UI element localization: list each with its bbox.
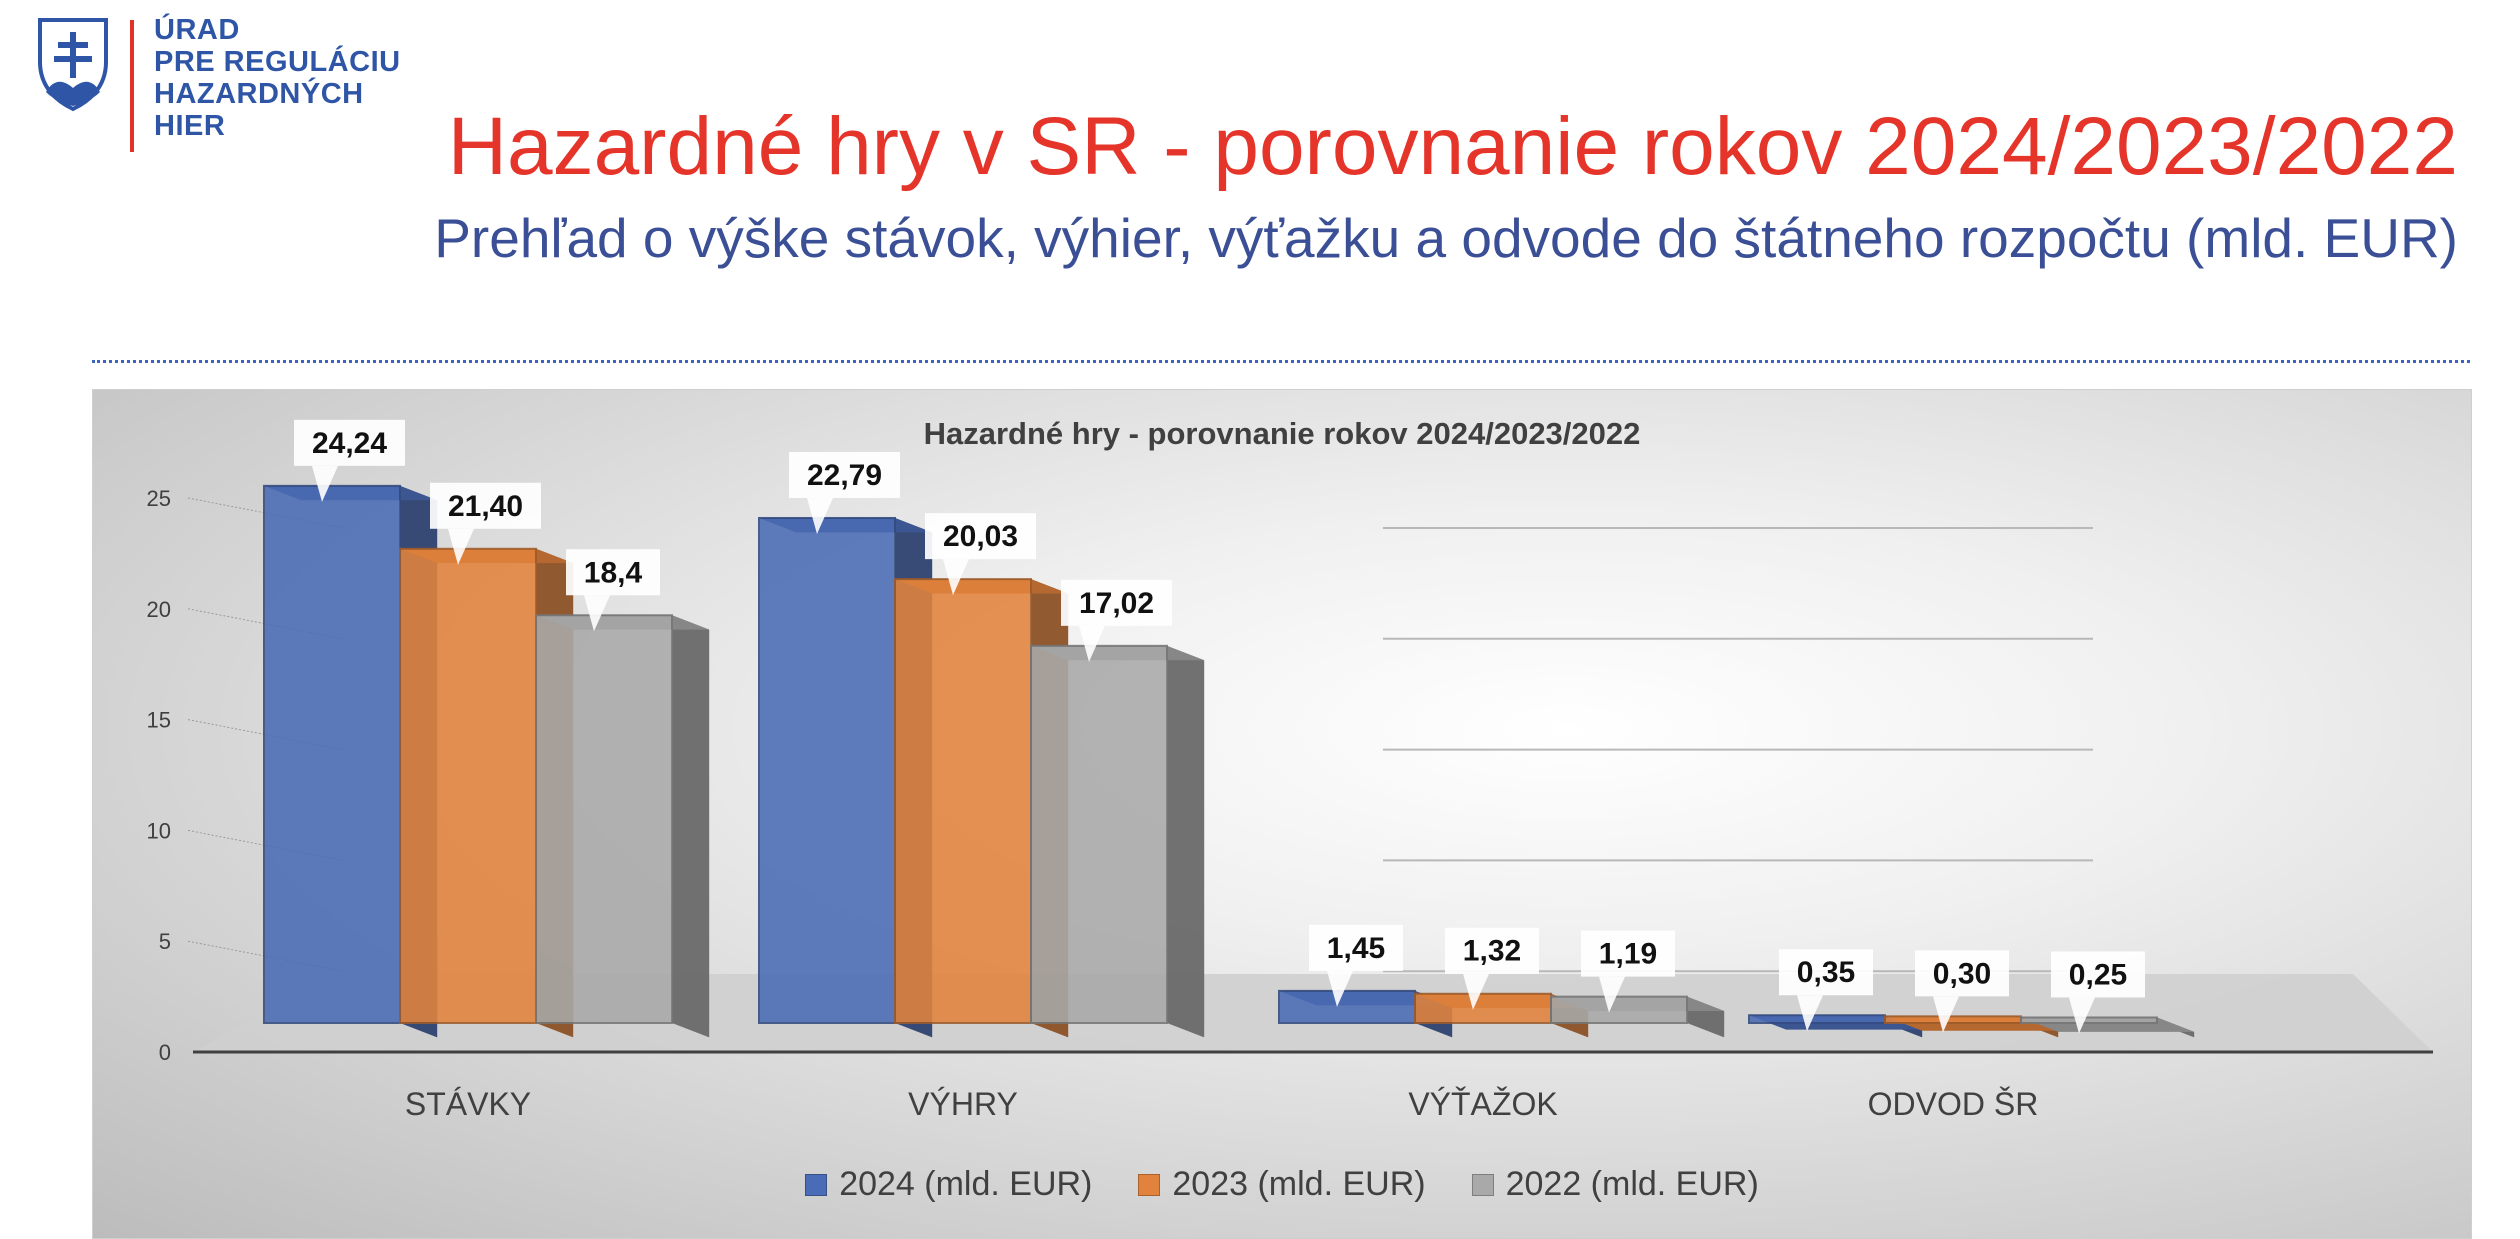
chart-svg: 0 5 10 15 20 25 24,24 21,40 18,4 STÁVKY 22,79 20,03…: [147, 419, 2433, 1122]
data-label-pointer: [584, 595, 610, 632]
legend-item-2024: 2024 (mld. EUR): [805, 1165, 1092, 1204]
data-label-box: [1915, 950, 2009, 997]
data-label-box: [1445, 927, 1539, 974]
data-label: 17,02: [1079, 587, 1154, 620]
category-label: VÝHRY: [908, 1086, 1018, 1122]
dotted-divider: [92, 360, 2470, 363]
data-label-pointer: [1463, 973, 1489, 1010]
data-label: 22,79: [807, 459, 882, 492]
page-title: Hazardné hry v SR - porovnanie rokov 202…: [447, 101, 2458, 192]
data-label: 1,32: [1463, 935, 1521, 968]
legend-label-2024: 2024 (mld. EUR): [839, 1165, 1093, 1203]
coat-of-arms-icon: [38, 18, 108, 112]
data-label-pointer: [1599, 976, 1625, 1013]
data-label-pointer: [807, 497, 833, 534]
chart-legend: 2024 (mld. EUR) 2023 (mld. EUR) 2022 (ml…: [93, 1165, 2471, 1204]
bar: [1278, 989, 1416, 1024]
bar: [399, 547, 537, 1024]
bar: [1884, 1015, 2022, 1024]
data-label-pointer: [1933, 996, 1959, 1033]
data-label-box: [1581, 930, 1675, 977]
data-label: 0,35: [1797, 956, 1855, 989]
data-label-pointer: [1797, 995, 1823, 1032]
y-tick-label: 15: [147, 708, 171, 733]
legend-item-2023: 2023 (mld. EUR): [1138, 1165, 1426, 1204]
bar-side: [672, 615, 710, 1038]
data-label-pointer: [1327, 970, 1353, 1007]
data-label-pointer: [1079, 625, 1105, 662]
data-label: 21,40: [448, 490, 523, 523]
page-subtitle: Prehľad o výške stávok, výhier, výťažku …: [434, 207, 2458, 269]
logo-text: ÚRAD PRE REGULÁCIU HAZARDNÝCH HIER: [154, 14, 401, 142]
category-label: VÝŤAŽOK: [1408, 1086, 1557, 1122]
data-label: 20,03: [943, 520, 1018, 553]
logo-divider: [130, 20, 134, 152]
data-label-box: [925, 513, 1036, 560]
data-label-pointer: [448, 528, 474, 565]
y-tick-label: 25: [147, 486, 171, 511]
y-tick-label: 0: [159, 1040, 171, 1065]
logo-line: ÚRAD: [154, 14, 240, 46]
data-label: 18,4: [584, 556, 643, 589]
legend-swatch-2024: [805, 1173, 828, 1196]
category-label: STÁVKY: [405, 1086, 531, 1122]
bar: [2020, 1016, 2158, 1025]
data-label: 1,19: [1599, 938, 1657, 971]
legend-label-2022: 2022 (mld. EUR): [1505, 1165, 1759, 1203]
bar: [535, 614, 673, 1024]
chart-title: Hazardné hry - porovnanie rokov 2024/202…: [923, 416, 1641, 451]
y-tick-label: 20: [147, 597, 171, 622]
bar: [1030, 644, 1168, 1025]
bar: [1550, 995, 1688, 1024]
data-label-box: [430, 482, 541, 529]
data-label-pointer: [943, 559, 969, 596]
data-label-box: [294, 419, 405, 466]
data-label-box: [1061, 579, 1172, 626]
legend-swatch-2022: [1471, 1173, 1494, 1196]
legend-item-2022: 2022 (mld. EUR): [1471, 1165, 1759, 1204]
bar-side: [1167, 645, 1205, 1038]
logo: ÚRAD PRE REGULÁCIU HAZARDNÝCH HIER: [36, 14, 400, 164]
bar: [758, 516, 896, 1024]
data-label: 1,45: [1327, 932, 1385, 965]
y-tick-label: 10: [147, 818, 171, 843]
legend-swatch-2023: [1138, 1173, 1161, 1196]
data-label-box: [789, 451, 900, 498]
data-label-pointer: [2069, 997, 2095, 1034]
bar: [894, 578, 1032, 1024]
bar: [1748, 1014, 1886, 1025]
data-label-box: [566, 549, 660, 596]
data-label-box: [1309, 924, 1403, 971]
data-label-box: [1779, 949, 1873, 996]
y-tick-label: 5: [159, 929, 171, 954]
logo-line: PRE REGULÁCIU: [154, 46, 401, 78]
logo-line: HIER: [154, 110, 226, 142]
legend-label-2023: 2023 (mld. EUR): [1172, 1165, 1426, 1203]
category-label: ODVOD ŠR: [1868, 1086, 2039, 1122]
data-label: 24,24: [312, 427, 387, 460]
bar: [1414, 992, 1552, 1024]
chart-panel: 0 5 10 15 20 25 24,24 21,40 18,4 STÁVKY 22,79 20,03…: [92, 389, 2472, 1239]
logo-line: HAZARDNÝCH: [154, 78, 364, 110]
bar: [263, 484, 401, 1024]
data-label-box: [2051, 951, 2145, 998]
data-label: 0,25: [2069, 958, 2127, 991]
data-label-pointer: [312, 465, 338, 502]
data-label: 0,30: [1933, 957, 1991, 990]
